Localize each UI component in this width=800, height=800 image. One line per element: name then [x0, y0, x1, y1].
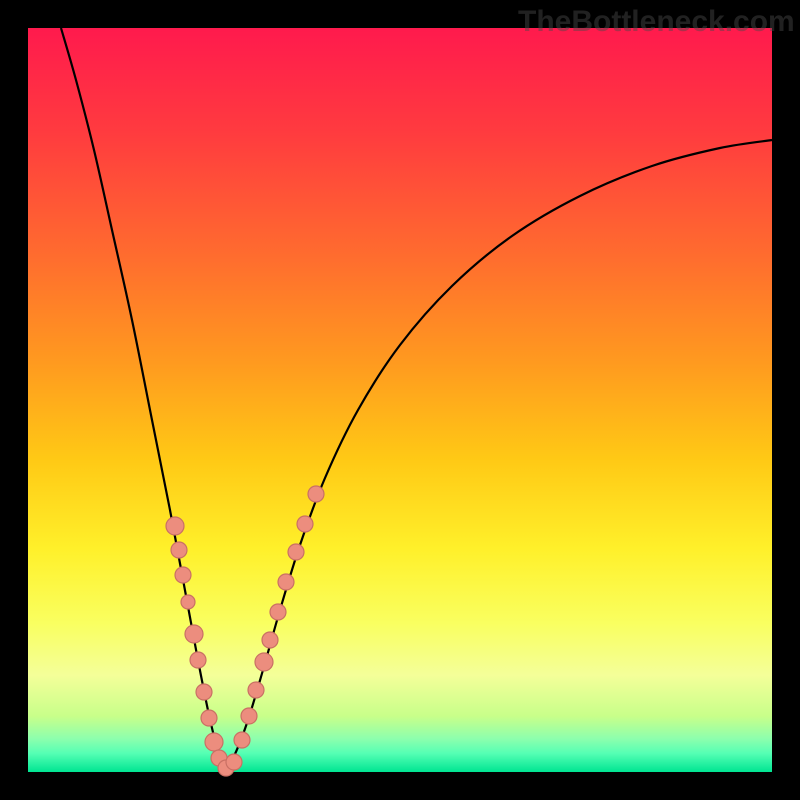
- marker-point: [262, 632, 278, 648]
- marker-point: [234, 732, 250, 748]
- marker-point: [201, 710, 217, 726]
- marker-point: [226, 754, 242, 770]
- marker-point: [278, 574, 294, 590]
- marker-point: [288, 544, 304, 560]
- marker-point: [248, 682, 264, 698]
- plot-svg: [0, 0, 800, 800]
- marker-point: [181, 595, 195, 609]
- marker-point: [308, 486, 324, 502]
- marker-point: [196, 684, 212, 700]
- chart-container: TheBottleneck.com: [0, 0, 800, 800]
- plot-background: [28, 28, 772, 772]
- marker-point: [205, 733, 223, 751]
- marker-point: [175, 567, 191, 583]
- marker-point: [171, 542, 187, 558]
- marker-point: [241, 708, 257, 724]
- marker-point: [270, 604, 286, 620]
- marker-point: [185, 625, 203, 643]
- marker-point: [297, 516, 313, 532]
- marker-point: [166, 517, 184, 535]
- marker-point: [190, 652, 206, 668]
- watermark-text: TheBottleneck.com: [518, 5, 795, 39]
- marker-point: [255, 653, 273, 671]
